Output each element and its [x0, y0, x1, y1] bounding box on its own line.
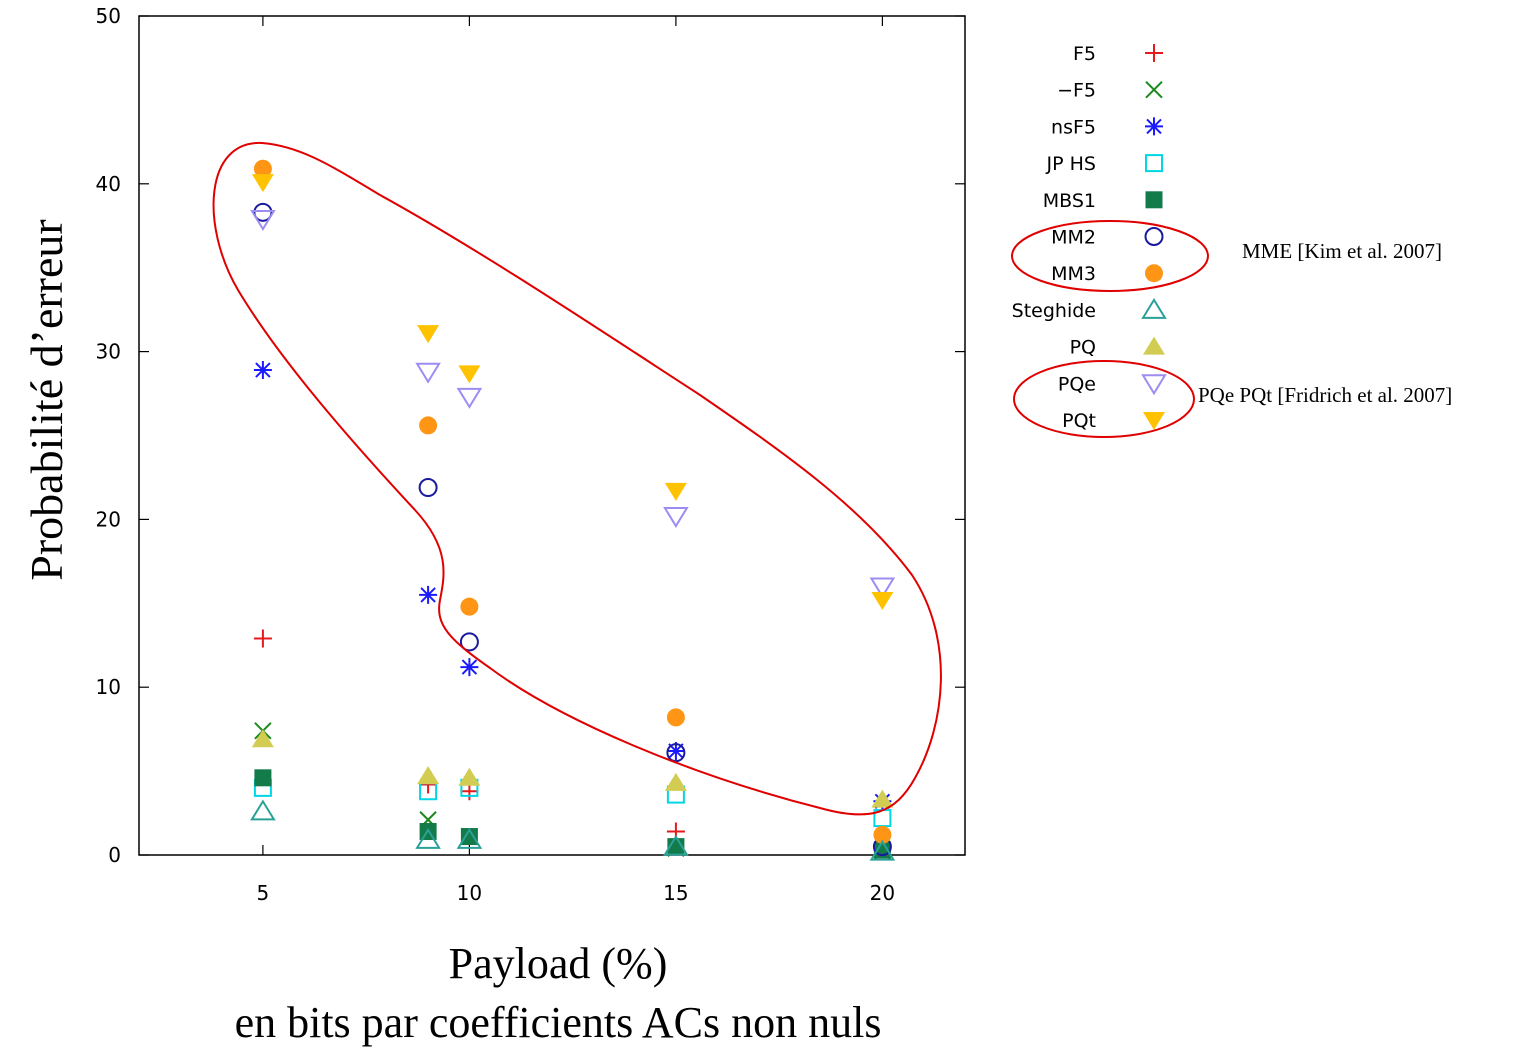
y-tick-label: 0: [108, 843, 121, 867]
data-point: [458, 365, 481, 384]
data-point: [418, 478, 438, 498]
data-point: [460, 658, 479, 677]
data-point: [460, 597, 479, 616]
legend-marker: [1141, 374, 1167, 396]
data-point: [253, 159, 272, 178]
legend-marker: [1145, 154, 1163, 173]
data-point: [417, 325, 440, 344]
legend-marker: [1141, 297, 1167, 319]
annotations: MME [Kim et al. 2007] PQe PQt [Fridrich e…: [1198, 239, 1452, 407]
data-point: [456, 827, 483, 849]
legend-marker: [1145, 191, 1163, 209]
data-point: [666, 741, 685, 760]
legend-label: F5: [1073, 43, 1096, 65]
axis-ticks: 5 10 15 20 0 10 20 30 40 50: [96, 4, 965, 905]
legend-label: −F5: [1057, 80, 1096, 102]
series-MM3: [253, 159, 892, 844]
x-tick-label: 15: [663, 881, 688, 905]
highlight-ellipse-mme: [1011, 220, 1209, 292]
series-JP HS: [253, 778, 892, 828]
x-axis-subtitle: en bits par coefficients ACs non nuls: [235, 998, 882, 1047]
data-point: [415, 827, 441, 849]
y-tick-label: 10: [96, 675, 121, 699]
data-point: [664, 772, 687, 791]
data-point: [251, 729, 274, 748]
data-point: [253, 629, 272, 648]
legend-marker: [1145, 44, 1163, 62]
x-tick-label: 20: [870, 881, 895, 905]
legend-label: PQe: [1058, 373, 1096, 395]
x-tick-label: 10: [457, 881, 482, 905]
legend-label: MBS1: [1043, 190, 1096, 212]
series-MBS1: [254, 769, 891, 859]
y-tick-label: 20: [96, 507, 121, 531]
series-PQt: [251, 174, 894, 610]
highlight-loops: [212, 141, 1209, 816]
y-tick-label: 40: [96, 172, 121, 196]
highlight-loop-plot: [212, 141, 942, 816]
x-tick-label: 5: [257, 881, 270, 905]
y-tick-label: 50: [96, 4, 121, 28]
y-axis-title: Probabilité d’erreur: [21, 219, 72, 580]
legend-label: Steghide: [1012, 300, 1096, 322]
annotation-pq: PQe PQt [Fridrich et al. 2007]: [1198, 383, 1452, 407]
legend-marker: [1143, 412, 1165, 430]
data-point: [666, 708, 685, 727]
data-point: [459, 632, 479, 652]
data-point: [253, 361, 272, 380]
series-−F5: [254, 722, 892, 861]
data-point: [458, 767, 481, 786]
highlight-ellipse-pq: [1013, 360, 1195, 438]
legend-marker: [1145, 80, 1163, 99]
data-point: [869, 839, 896, 861]
data-point: [460, 828, 478, 846]
data-point: [253, 202, 273, 222]
legend-label: nsF5: [1051, 116, 1096, 138]
data-point: [871, 591, 894, 610]
data-point: [663, 834, 689, 856]
legend-label: MM2: [1051, 227, 1096, 249]
data-point: [415, 362, 441, 384]
data-point: [419, 585, 438, 604]
plot-area: [138, 15, 966, 856]
series-Steghide: [250, 799, 896, 861]
data-points: [250, 159, 896, 861]
series-F5: [253, 629, 892, 854]
legend-marker: [1145, 264, 1163, 283]
legend: F5 −F5 nsF5 JP HS MBS1 MM2 MM3 Steghide PQ PQe PQt: [1012, 43, 1167, 432]
legend-label: MM3: [1051, 263, 1096, 285]
data-point: [250, 799, 276, 821]
data-point: [417, 766, 440, 785]
plot-border: [138, 15, 966, 856]
legend-marker: [1143, 336, 1165, 355]
data-point: [251, 174, 274, 193]
series-PQ: [251, 729, 894, 808]
data-point: [254, 769, 272, 787]
legend-marker: [1145, 117, 1163, 136]
axis-titles: Probabilité d’erreur Payload (%) en bits p…: [21, 219, 881, 1047]
annotation-mme: MME [Kim et al. 2007]: [1242, 239, 1442, 263]
series-nsF5: [253, 361, 892, 811]
data-point: [873, 825, 892, 844]
legend-marker: [1144, 227, 1164, 246]
y-tick-label: 30: [96, 340, 121, 364]
series-MM2: [253, 202, 892, 857]
data-point: [871, 789, 894, 808]
data-point: [456, 387, 483, 409]
data-point: [250, 210, 276, 231]
x-axis-title: Payload (%): [449, 939, 668, 988]
data-point: [666, 743, 686, 763]
data-point: [419, 416, 438, 435]
data-point: [664, 482, 687, 501]
data-point: [663, 507, 689, 528]
series-PQe: [250, 210, 896, 599]
legend-label: PQt: [1062, 410, 1096, 432]
legend-label: PQ: [1070, 337, 1096, 359]
data-point: [869, 577, 896, 599]
legend-label: JP HS: [1046, 153, 1096, 175]
